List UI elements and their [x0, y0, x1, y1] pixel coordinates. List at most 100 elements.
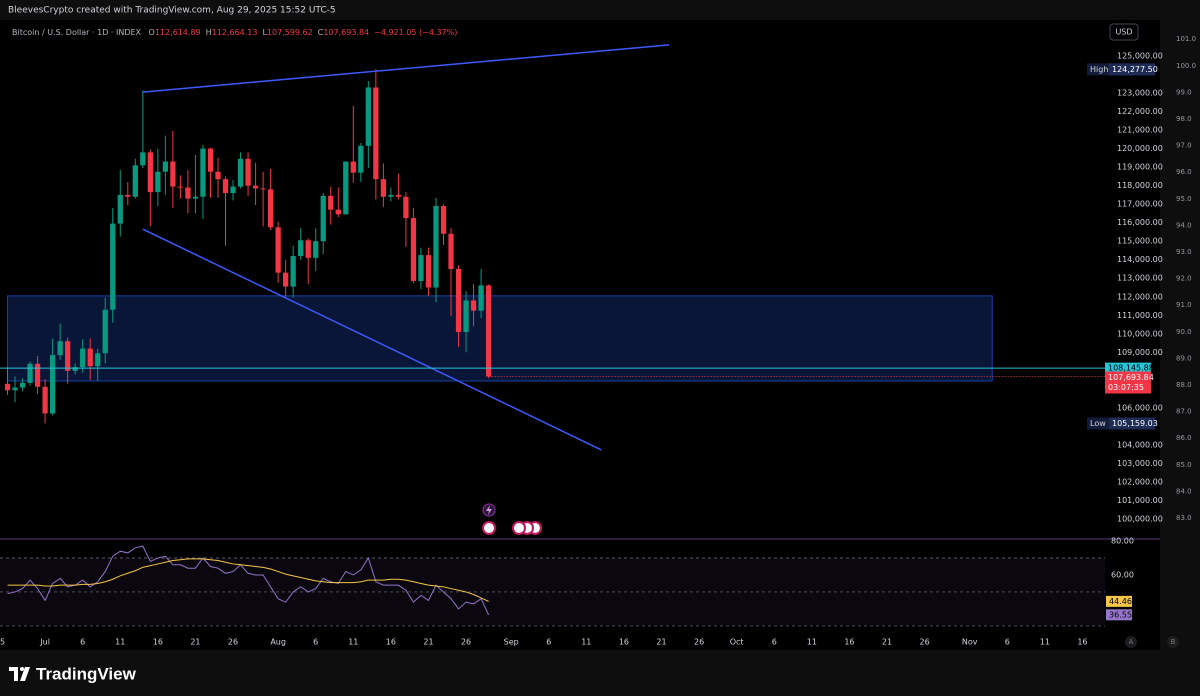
- candle-body: [335, 209, 341, 215]
- candle-body: [132, 165, 138, 197]
- currency-button[interactable]: [1109, 23, 1139, 41]
- y2-tick-label: 100.0: [1176, 62, 1196, 70]
- x-tick-label: 21: [882, 638, 892, 647]
- candle-body: [117, 194, 123, 224]
- price-label-box: [1105, 371, 1151, 394]
- x-tick-label: Oct: [730, 638, 744, 647]
- legend-value: 112,614.89: [155, 28, 201, 37]
- candle-body: [245, 158, 251, 186]
- rsi-value-box: [1106, 609, 1132, 621]
- y-tick-label: 119,000.00: [1117, 163, 1163, 172]
- candle-body: [200, 148, 206, 197]
- candle-body: [12, 387, 18, 391]
- header-credit: BleevesCrypto created with TradingView.c…: [8, 6, 336, 16]
- candle-body: [80, 348, 86, 368]
- x-tick-label: Sep: [504, 638, 519, 647]
- main-pane: [7, 295, 993, 382]
- candle-body: [95, 353, 101, 367]
- y-tick-label: 120,000.00: [1117, 144, 1163, 153]
- candle-body: [267, 189, 274, 228]
- marker-value-box: [1109, 63, 1155, 76]
- candle-body: [177, 186, 184, 188]
- marker-label: High: [1090, 65, 1108, 74]
- logo-part: [9, 667, 18, 681]
- y2-tick-label: 95.0: [1176, 195, 1192, 203]
- y2-tick-label: 96.0: [1176, 168, 1192, 176]
- y2-tick-label: 91.0: [1176, 301, 1192, 309]
- candle-body: [470, 300, 477, 311]
- candle-body: [305, 240, 311, 258]
- button-a[interactable]: [1125, 636, 1137, 648]
- rsi-line: [7, 558, 489, 602]
- y2-tick-label: 94.0: [1176, 221, 1192, 229]
- y-tick-label: 100,000.00: [1117, 514, 1163, 523]
- x-tick-label: 6: [80, 638, 85, 647]
- rsi-tick-label: 60.00: [1111, 570, 1134, 579]
- button-a-label[interactable]: A: [1129, 638, 1134, 646]
- candle-body: [485, 285, 492, 377]
- y-tick-label: 117,000.00: [1117, 200, 1163, 209]
- candle-body: [72, 367, 78, 371]
- y2-tick-label: 97.0: [1176, 142, 1192, 150]
- y-tick-label: 102,000.00: [1117, 477, 1163, 486]
- candle-body: [343, 161, 349, 215]
- candle-body: [328, 195, 334, 210]
- y-tick-label: 116,000.00: [1117, 218, 1163, 227]
- event-icon-bolt: [486, 505, 492, 515]
- y2-tick-label: 90.0: [1176, 328, 1192, 336]
- marker-value: 124,277.50: [1112, 65, 1158, 74]
- candle-body: [4, 383, 11, 391]
- candle-body: [433, 206, 439, 288]
- y-tick-label: 125,000.00: [1117, 52, 1163, 61]
- candle-body: [207, 148, 214, 172]
- candle-body: [140, 152, 146, 166]
- candle-body: [19, 382, 26, 388]
- chart-area: [0, 20, 1160, 650]
- rsi-tick-label: 80.00: [1111, 537, 1134, 546]
- candle-body: [192, 196, 199, 199]
- legend-value: 107,693.84: [323, 28, 369, 37]
- candle-body: [252, 185, 259, 189]
- button-b[interactable]: [1167, 636, 1179, 648]
- candle-body: [57, 341, 63, 356]
- y-tick-label: 115,000.00: [1117, 237, 1163, 246]
- logo-part: [20, 667, 24, 671]
- y-tick-label: 121,000.00: [1117, 126, 1163, 135]
- y-tick-label: 106,000.00: [1117, 403, 1163, 412]
- candle-body: [313, 241, 319, 258]
- candle-body: [87, 348, 93, 367]
- x-tick-label: Jul: [39, 638, 50, 647]
- rsi-value-box: [1106, 595, 1132, 607]
- candle-body: [455, 268, 462, 332]
- y2-tick-label: 93.0: [1176, 248, 1192, 256]
- x-tick-label: 25: [0, 638, 5, 647]
- time-axis: 25 Jul 6 11 16 21 26 Aug 6 11 16 21 26 Sep 6 11 16 21 26 Oc…: [0, 638, 1088, 647]
- y-tick-label: 101,000.00: [1117, 496, 1163, 505]
- x-tick-label: 6: [772, 638, 777, 647]
- zone: [7, 295, 993, 382]
- y2-tick-label: 92.0: [1176, 275, 1192, 283]
- candle-body: [155, 171, 161, 193]
- candle-body: [403, 196, 409, 219]
- rsi-value-label: 44.46: [1109, 597, 1132, 606]
- x-tick-label: 11: [348, 638, 358, 647]
- brand-name: TradingView: [36, 664, 137, 683]
- candle-body: [380, 179, 386, 197]
- x-tick-label: 21: [190, 638, 200, 647]
- legend-change: −4,921.05 (−4.37%): [374, 28, 457, 37]
- y-tick-label: 104,000.00: [1117, 440, 1163, 449]
- candle-body: [162, 161, 169, 172]
- marker-value: 105,159.03: [1112, 419, 1158, 428]
- y-tick-label: 111,000.00: [1117, 311, 1163, 320]
- button-b-label[interactable]: B: [1171, 638, 1176, 646]
- candle-body: [147, 152, 153, 193]
- legend-key: L: [262, 28, 267, 37]
- y2-tick-label: 98.0: [1176, 115, 1192, 123]
- drawings: [0, 44, 1105, 451]
- economic-events: [482, 521, 542, 535]
- candles: [4, 69, 492, 424]
- x-tick-label: 11: [115, 638, 125, 647]
- currency-label[interactable]: USD: [1115, 28, 1132, 37]
- y2-tick-label: 84.0: [1176, 487, 1192, 495]
